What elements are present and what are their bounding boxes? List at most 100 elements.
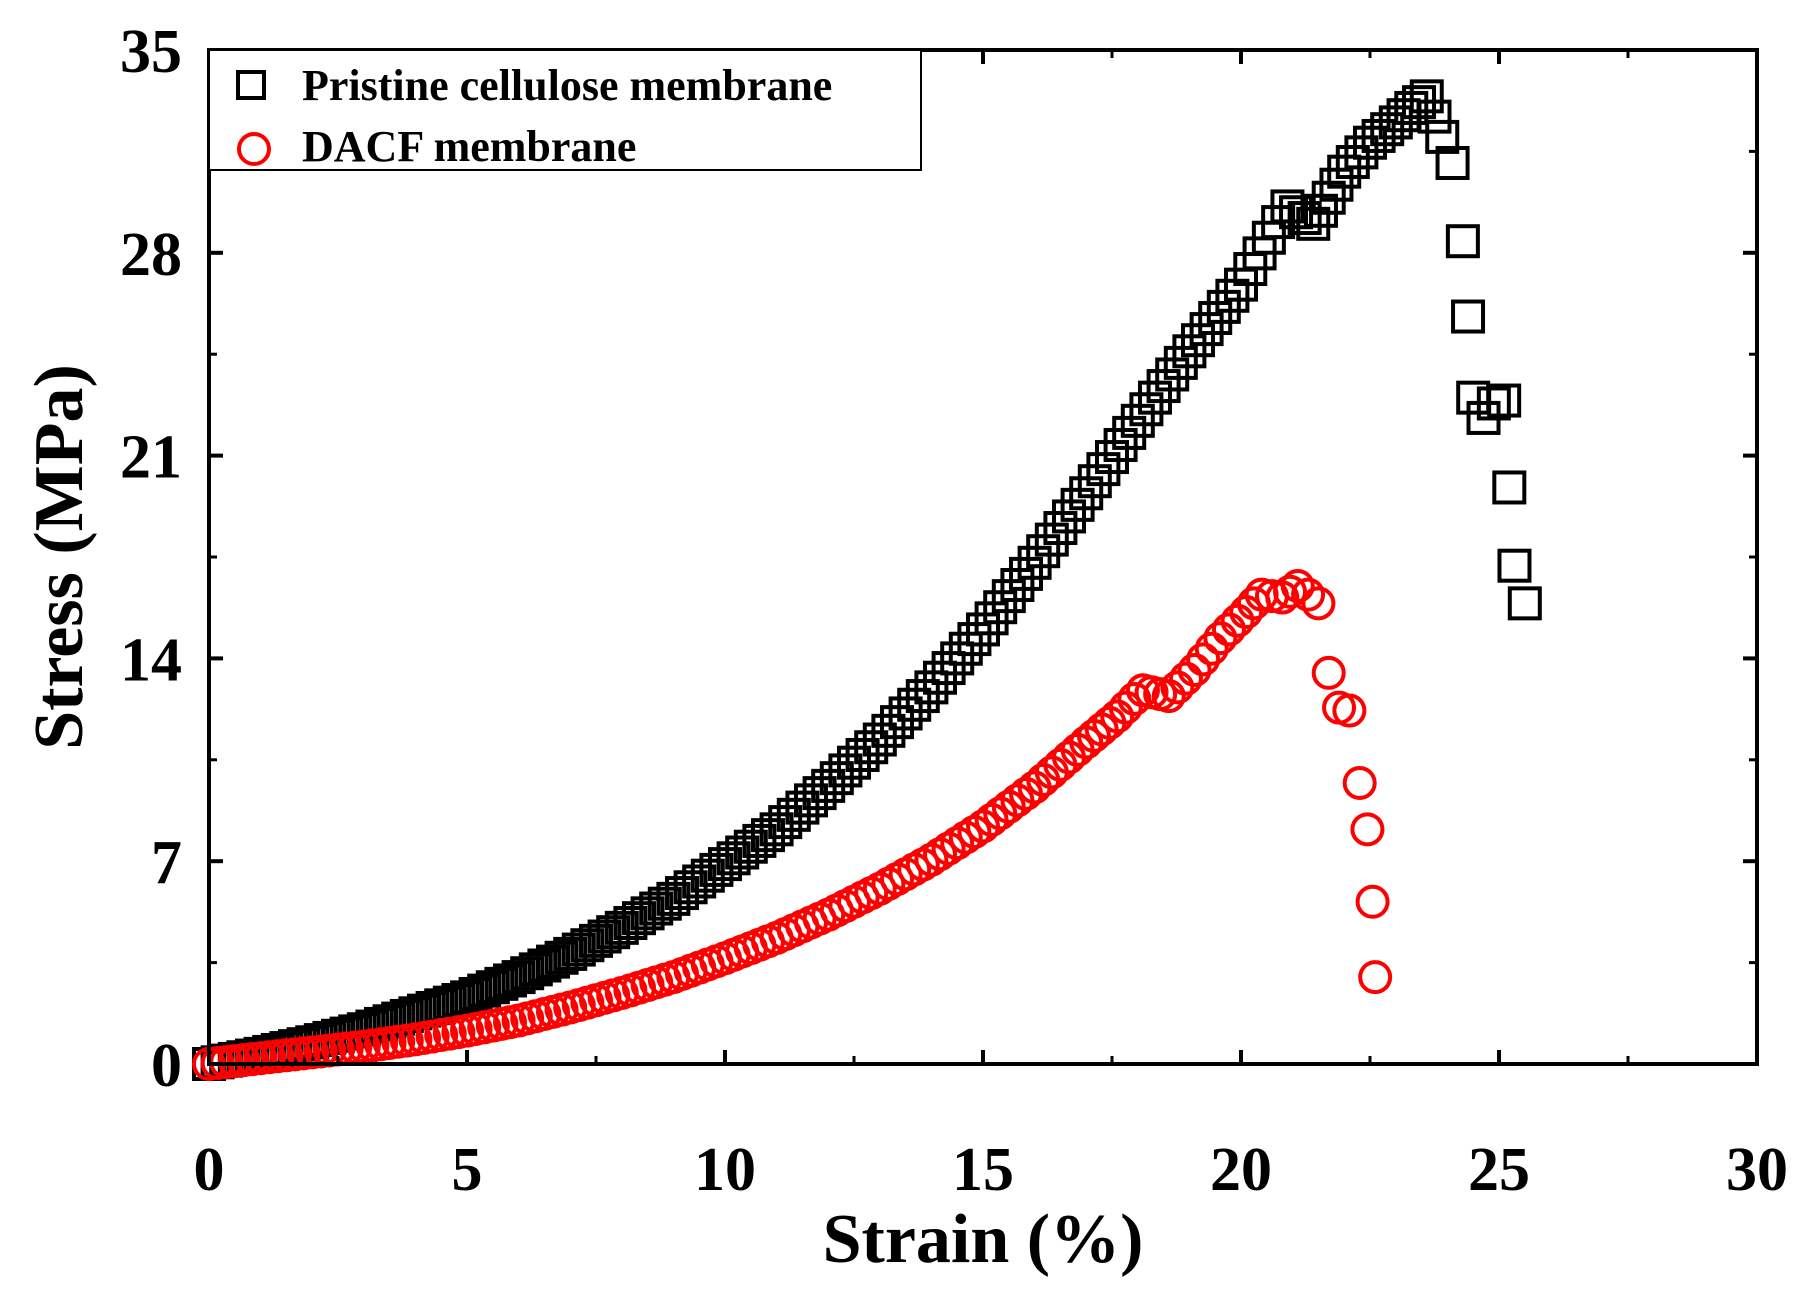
- data-point-square: [656, 881, 691, 916]
- data-point-square: [716, 841, 751, 876]
- y-tick-label: 35: [120, 18, 182, 86]
- data-point-square: [1069, 476, 1104, 511]
- data-point-circle: [948, 820, 983, 855]
- legend: Pristine cellulose membrane DACF membran…: [208, 49, 922, 171]
- data-point-square: [527, 948, 562, 983]
- data-point-circle: [1186, 642, 1221, 677]
- data-point-square: [914, 670, 949, 705]
- legend-circle-marker-icon: [237, 132, 271, 166]
- data-point-circle: [1342, 765, 1377, 800]
- data-point-square: [1198, 300, 1233, 335]
- data-point-square: [888, 696, 923, 731]
- data-point-square: [493, 963, 527, 998]
- data-point-circle: [1311, 655, 1346, 690]
- legend-square-marker-icon: [236, 70, 266, 100]
- data-point-square: [467, 973, 502, 1008]
- data-point-square: [1146, 369, 1181, 404]
- data-point-square: [372, 1004, 407, 1039]
- y-tick-label: 28: [120, 221, 182, 289]
- data-point-square: [381, 1001, 416, 1036]
- data-point-square: [510, 956, 545, 991]
- data-point-square: [1417, 99, 1452, 134]
- data-point-circle: [914, 842, 949, 877]
- data-point-square: [974, 601, 1009, 636]
- x-tick-label: 20: [1210, 1136, 1272, 1204]
- data-point-square: [518, 952, 553, 987]
- data-point-square: [966, 612, 1000, 647]
- data-point-square: [1189, 312, 1224, 347]
- data-point-square: [544, 940, 579, 975]
- data-point-circle: [1151, 679, 1186, 714]
- data-point-square: [1034, 522, 1069, 557]
- data-point-circle: [1203, 621, 1238, 656]
- data-point-square: [673, 870, 708, 905]
- data-point-square: [733, 829, 768, 864]
- data-point-square: [1492, 470, 1527, 505]
- data-point-square: [1043, 511, 1078, 546]
- x-tick-label: 15: [952, 1136, 1014, 1204]
- series-dacf: [192, 568, 1393, 1081]
- data-point-square: [484, 966, 519, 1001]
- data-point-square: [1103, 427, 1138, 462]
- data-point-square: [1335, 145, 1370, 180]
- x-tick-label: 25: [1468, 1136, 1530, 1204]
- data-point-square: [682, 864, 717, 899]
- data-point-square: [501, 960, 536, 995]
- data-point-square: [699, 852, 734, 887]
- data-point-circle: [1160, 670, 1195, 705]
- data-point-square: [1215, 278, 1250, 313]
- data-point-square: [1425, 119, 1460, 154]
- data-point-circle: [1280, 568, 1315, 603]
- x-axis-title: Strain (%): [823, 1201, 1144, 1278]
- data-point-circle: [1355, 884, 1390, 919]
- data-point-square: [871, 713, 906, 748]
- data-point-square: [1507, 586, 1542, 621]
- data-point-square: [957, 622, 992, 657]
- data-point-circle: [957, 814, 992, 849]
- data-point-square: [665, 876, 699, 911]
- data-point-circle: [1301, 586, 1336, 621]
- ticks-layer: 0 5 10 15 20 25 30 0 7 14 21 28 35: [120, 18, 1788, 1204]
- data-point-square: [1129, 392, 1164, 427]
- legend-label-pristine: Pristine cellulose membrane: [302, 61, 832, 110]
- data-point-square: [1497, 548, 1532, 583]
- data-point-square: [1052, 499, 1086, 534]
- x-tick-label: 30: [1726, 1136, 1788, 1204]
- data-point-square: [536, 944, 570, 979]
- data-point-square: [931, 651, 966, 686]
- data-point-square: [725, 835, 760, 870]
- data-point-square: [690, 858, 725, 893]
- data-point-square: [923, 660, 957, 695]
- legend-box: [208, 49, 922, 171]
- data-point-square: [880, 705, 914, 740]
- data-point-square: [1409, 79, 1444, 114]
- data-point-square: [1451, 299, 1486, 334]
- data-point-circle: [1211, 612, 1246, 647]
- data-point-square: [742, 823, 777, 858]
- data-point-square: [458, 976, 493, 1011]
- x-tick-label: 0: [194, 1136, 225, 1204]
- data-point-circle: [931, 831, 966, 866]
- data-point-circle: [1108, 690, 1143, 725]
- data-point-square: [1077, 464, 1112, 499]
- data-point-square: [1026, 534, 1061, 569]
- data-point-square: [948, 631, 983, 666]
- data-point-square: [708, 847, 742, 882]
- data-point-square: [897, 687, 932, 722]
- data-point-square: [364, 1006, 398, 1041]
- data-point-square: [1155, 357, 1190, 392]
- data-point-circle: [1358, 960, 1393, 995]
- data-point-circle: [1177, 652, 1212, 687]
- data-point-square: [905, 679, 940, 714]
- data-point-square: [1206, 289, 1241, 324]
- y-tick-label: 21: [120, 424, 182, 492]
- data-point-square: [1120, 403, 1155, 438]
- data-point-square: [1279, 195, 1314, 230]
- data-point-circle: [1291, 577, 1326, 612]
- data-point-square: [1476, 386, 1511, 421]
- data-point-square: [1270, 189, 1305, 224]
- data-point-square: [475, 970, 510, 1005]
- data-point-square: [1181, 323, 1215, 358]
- data-point-square: [1017, 545, 1052, 580]
